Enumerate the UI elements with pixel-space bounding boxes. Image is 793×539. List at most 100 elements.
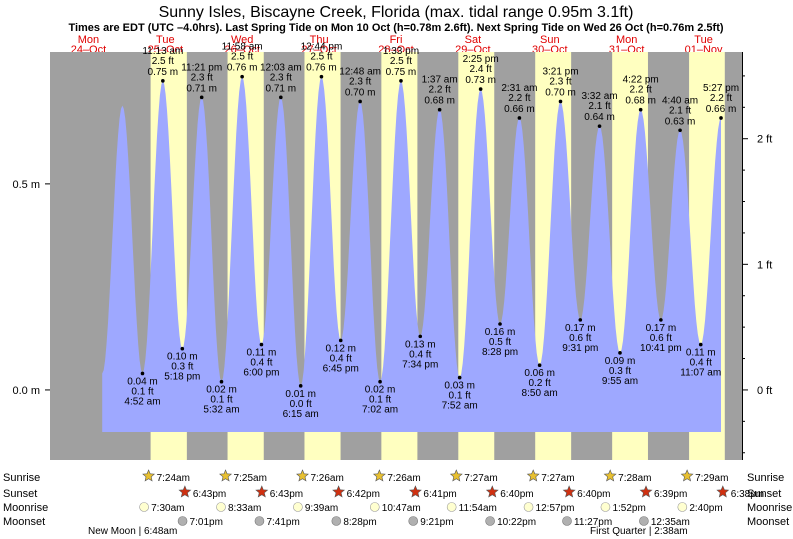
day-of-week-label: Mon xyxy=(78,34,99,46)
low-tide-time: 5:32 am xyxy=(203,405,239,416)
low-tide-m: 0.17 m xyxy=(565,323,596,334)
moonset-icon xyxy=(177,516,188,526)
low-tide-ft: 0.1 ft xyxy=(369,395,391,406)
sunset-time: 6:40pm xyxy=(577,489,610,500)
moonrise-row-label-left: Moonrise xyxy=(3,502,48,514)
sunrise-time: 7:29am xyxy=(695,473,728,484)
day-of-week-label: Tue xyxy=(694,34,713,46)
high-tide-m: 0.75 m xyxy=(386,67,417,78)
sunrise-icon xyxy=(142,469,156,482)
high-tide-ft: 2.2 ft xyxy=(429,85,451,96)
low-tide-point xyxy=(578,318,583,322)
moonset-icon xyxy=(562,516,572,526)
high-tide-m: 0.75 m xyxy=(148,67,179,78)
low-tide-m: 0.13 m xyxy=(405,339,436,350)
sunrise-icon xyxy=(680,469,694,482)
high-tide-m: 0.70 m xyxy=(545,87,576,98)
low-tide-m: 0.12 m xyxy=(325,343,356,354)
low-tide-point xyxy=(457,375,462,380)
low-tide-ft: 0.4 ft xyxy=(330,353,352,364)
sunrise-time: 7:28am xyxy=(618,473,651,484)
low-tide-ft: 0.4 ft xyxy=(409,349,431,360)
low-tide-m: 0.01 m xyxy=(285,389,316,400)
moonrise-time: 1:52pm xyxy=(612,503,645,514)
moonset-icon xyxy=(485,516,495,526)
day-of-week-label: Thu xyxy=(310,34,329,46)
sunrise-row-label-left: Sunrise xyxy=(3,472,40,484)
high-tide-point xyxy=(478,87,483,91)
low-tide-m: 0.11 m xyxy=(686,348,716,359)
high-tide-m: 0.70 m xyxy=(345,87,376,98)
moonrise-time: 10:47am xyxy=(382,503,421,514)
high-tide-ft: 2.5 ft xyxy=(390,56,412,67)
moonrise-icon xyxy=(446,502,457,512)
moonset-icon xyxy=(331,516,342,526)
sunrise-time: 7:26am xyxy=(387,473,420,484)
moonrise-icon xyxy=(139,502,149,512)
low-tide-m: 0.11 m xyxy=(247,348,277,359)
low-tide-time: 9:55 am xyxy=(602,376,638,387)
high-tide-point xyxy=(558,99,563,104)
low-tide-m: 0.02 m xyxy=(206,385,237,396)
high-tide-ft: 2.3 ft xyxy=(191,72,213,83)
high-tide-time: 4:40 am xyxy=(662,95,698,106)
low-tide-ft: 0.4 ft xyxy=(690,358,712,369)
sunset-icon xyxy=(332,485,346,498)
chart-subtitle: Times are EDT (UTC –4.0hrs). Last Spring… xyxy=(68,22,723,34)
high-tide-point xyxy=(279,95,283,100)
sunrise-time: 7:24am xyxy=(157,473,190,484)
moonset-time: 8:28pm xyxy=(343,517,376,528)
low-tide-m: 0.02 m xyxy=(365,385,396,396)
moonrise-icon xyxy=(523,502,534,512)
high-tide-point xyxy=(437,107,442,112)
day-of-week-label: Mon xyxy=(616,34,637,46)
low-tide-ft: 0.1 ft xyxy=(449,391,471,402)
high-tide-ft: 2.3 ft xyxy=(549,76,571,87)
left-axis-label: 0.5 m xyxy=(12,179,40,191)
low-tide-point xyxy=(498,322,502,326)
low-tide-ft: 0.6 ft xyxy=(650,333,672,344)
sunset-row-label-left: Sunset xyxy=(3,488,37,500)
high-tide-m: 0.76 m xyxy=(306,63,337,74)
sunrise-icon xyxy=(296,469,309,482)
sunset-icon xyxy=(639,485,653,498)
sunset-row-label-right: Sunset xyxy=(747,488,781,500)
low-tide-ft: 0.3 ft xyxy=(609,366,631,377)
moonrise-icon xyxy=(369,502,380,512)
moonrise-time: 2:40pm xyxy=(689,503,722,514)
axes: 0.5 m 0.0 m 2 ft 1 ft 0 ft xyxy=(12,52,772,460)
low-tide-time: 8:50 am xyxy=(522,388,558,399)
sunrise-icon xyxy=(526,469,540,482)
low-tide-point xyxy=(698,342,703,347)
high-tide-point xyxy=(678,128,682,133)
high-tide-point xyxy=(597,124,602,128)
sunset-time: 6:43pm xyxy=(270,489,303,500)
high-tide-point xyxy=(399,79,403,83)
moonrise-icon xyxy=(677,502,688,512)
high-tide-time: 1:33 pm xyxy=(383,46,419,57)
low-tide-time: 7:34 pm xyxy=(402,359,438,370)
low-tide-point xyxy=(378,379,382,384)
high-tide-m: 0.76 m xyxy=(227,63,258,74)
low-tide-point xyxy=(219,379,224,384)
low-tide-m: 0.09 m xyxy=(605,356,636,367)
high-tide-ft: 2.1 ft xyxy=(588,101,610,112)
sunrise-icon xyxy=(219,469,233,482)
low-tide-m: 0.17 m xyxy=(646,323,677,334)
high-tide-ft: 2.2 ft xyxy=(710,93,732,104)
sunset-icon xyxy=(716,485,730,498)
high-tide-ft: 2.5 ft xyxy=(310,52,332,63)
high-tide-ft: 2.3 ft xyxy=(349,76,371,87)
high-tide-point xyxy=(719,116,723,120)
high-tide-point xyxy=(199,95,204,100)
moonrise-time: 9:39am xyxy=(305,503,338,514)
high-tide-time: 11:58 am xyxy=(222,42,263,53)
low-tide-time: 4:52 am xyxy=(124,396,160,407)
low-tide-point xyxy=(537,363,542,368)
right-axis-label: 1 ft xyxy=(757,259,772,271)
sun-moon-table: Sunrise Sunrise Sunset Sunset Moonrise Moonri… xyxy=(3,469,792,537)
low-tide-ft: 0.5 ft xyxy=(489,337,511,348)
high-tide-point xyxy=(517,116,522,120)
